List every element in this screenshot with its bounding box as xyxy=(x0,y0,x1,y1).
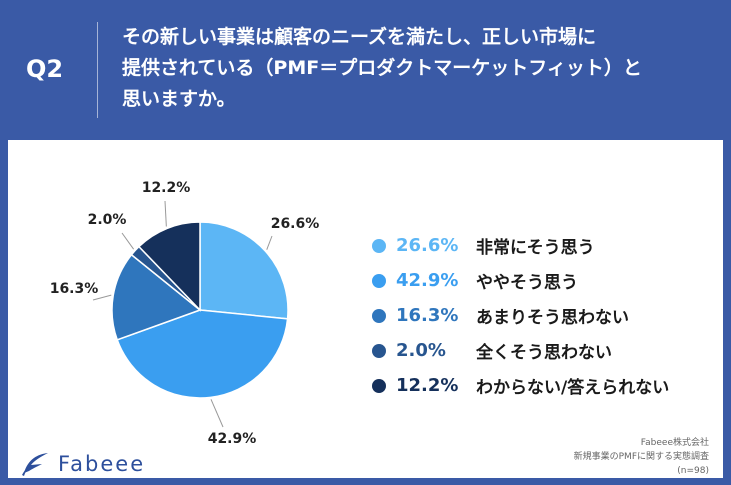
legend-percent: 12.2% xyxy=(396,375,459,396)
legend-swatch xyxy=(372,273,386,288)
legend-label: わからない/答えられない xyxy=(476,378,670,398)
pie-leader-line xyxy=(92,294,112,301)
pie-data-label: 12.2% xyxy=(142,180,191,196)
source-sample: (n=98) xyxy=(677,466,709,476)
pie-slice xyxy=(116,309,289,399)
legend-item: 12.2% わからない/答えられない xyxy=(372,368,669,403)
fabeee-logo-icon xyxy=(22,453,48,476)
pie-leader-line xyxy=(210,399,224,428)
source-note: Fabeee株式会社 新規事業のPMFに関する実態調査 (n=98) xyxy=(574,436,709,478)
legend-swatch xyxy=(372,308,386,323)
pie-leader-line xyxy=(164,200,167,227)
pie-data-label: 16.3% xyxy=(50,281,99,297)
pie-data-label: 42.9% xyxy=(208,431,257,447)
legend-swatch xyxy=(372,378,386,393)
question-line-1: その新しい事業は顧客のニーズを満たし、正しい市場に xyxy=(122,26,597,48)
legend-percent: 16.3% xyxy=(396,305,459,326)
legend-swatch xyxy=(372,343,386,358)
logo-text: Fabeee xyxy=(58,452,146,476)
legend-item: 2.0% 全くそう思わない xyxy=(372,333,669,368)
legend-label: あまりそう思わない xyxy=(476,308,629,328)
pie-slice xyxy=(111,253,202,341)
pie-data-label: 2.0% xyxy=(88,212,127,228)
legend-swatch xyxy=(372,238,386,253)
header-divider xyxy=(97,22,98,118)
legend-label: 非常にそう思う xyxy=(476,238,595,258)
legend-percent: 26.6% xyxy=(396,235,459,256)
question-number: Q2 xyxy=(26,55,64,83)
question-text: その新しい事業は顧客のニーズを満たし、正しい市場に 提供されている（PMF＝プロ… xyxy=(122,22,722,115)
legend-percent: 2.0% xyxy=(396,340,446,361)
legend-label: 全くそう思わない xyxy=(476,343,612,363)
brand-logo: Fabeee xyxy=(20,451,145,477)
question-line-3: 思いますか。 xyxy=(122,88,236,110)
legend-label: ややそう思う xyxy=(476,273,578,293)
pie-slice xyxy=(199,221,289,320)
legend-item: 42.9% ややそう思う xyxy=(372,263,669,298)
legend-item: 16.3% あまりそう思わない xyxy=(372,298,669,333)
chart-legend: 26.6% 非常にそう思う 42.9% ややそう思う 16.3% あまりそう思わ… xyxy=(372,228,669,403)
source-survey: 新規事業のPMFに関する実態調査 xyxy=(573,452,709,462)
pie-slice xyxy=(137,221,201,312)
source-company: Fabeee株式会社 xyxy=(640,438,709,448)
pie-leader-line xyxy=(121,232,135,250)
question-line-2: 提供されている（PMF＝プロダクトマーケットフィット）と xyxy=(122,57,642,79)
pie-leader-line xyxy=(266,235,273,250)
legend-percent: 42.9% xyxy=(396,270,459,291)
pie-data-label: 26.6% xyxy=(271,216,320,232)
header-banner: Q2 その新しい事業は顧客のニーズを満たし、正しい市場に 提供されている（PMF… xyxy=(0,0,731,140)
legend-item: 26.6% 非常にそう思う xyxy=(372,228,669,263)
